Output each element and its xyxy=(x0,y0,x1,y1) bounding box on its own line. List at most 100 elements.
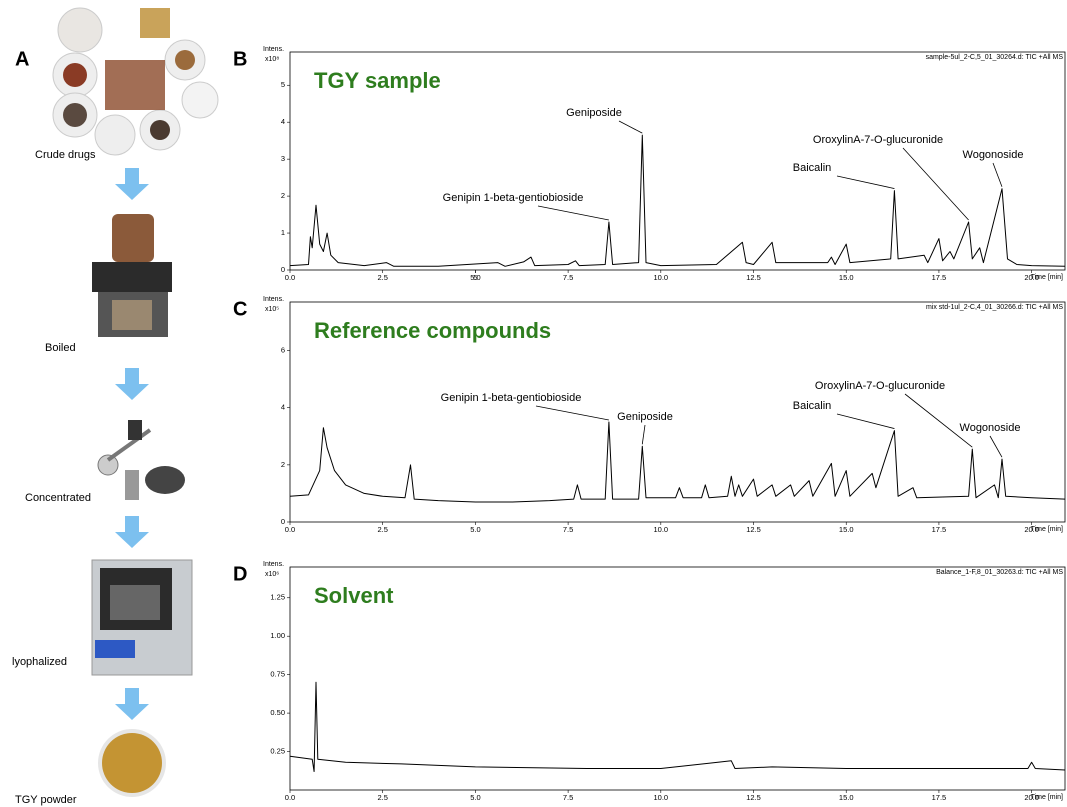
x-tick-label: 5 xyxy=(473,273,477,282)
y-tick-label: 2 xyxy=(281,191,285,200)
y-tick-label: 5 xyxy=(281,80,285,89)
panel-label: B xyxy=(233,48,247,70)
x-tick-label: 5.0 xyxy=(470,793,480,802)
x-tick-label: 10.0 xyxy=(654,525,669,534)
plot-frame xyxy=(289,566,1066,791)
step-label: lyophalized xyxy=(12,656,67,668)
annotation-arrow xyxy=(641,424,646,445)
annotation-arrow xyxy=(836,413,895,429)
x-tick-label: 20.0 xyxy=(1024,525,1039,534)
x-tick-label: 20.0 xyxy=(1024,793,1039,802)
x-tick-label: 2.5 xyxy=(377,273,387,282)
x-tick-label: 7.5 xyxy=(563,273,573,282)
y-tick-label: 0.50 xyxy=(270,708,285,717)
peak-annotation: OroxylinA-7-O-glucuronide xyxy=(813,134,943,146)
y-tick-label: 4 xyxy=(281,117,285,126)
x-tick-label: 7.5 xyxy=(563,793,573,802)
y-tick-label: 1.25 xyxy=(270,593,285,602)
annotation-arrow xyxy=(992,162,1003,187)
x-tick-label: 15.0 xyxy=(839,525,854,534)
chromatogram-line xyxy=(289,421,1066,503)
x-axis-label: Time [min] xyxy=(1031,526,1063,533)
peak-annotation: OroxylinA-7-O-glucuronide xyxy=(815,380,945,392)
annotation-arrow xyxy=(535,405,609,421)
y-axis-unit: x10⁶ xyxy=(265,571,279,578)
y-tick-label: 1.00 xyxy=(270,631,285,640)
step-label: Concentrated xyxy=(25,492,91,504)
x-tick-label: 5.0 xyxy=(470,525,480,534)
x-tick-label: 20.0 xyxy=(1024,273,1039,282)
chart-title: TGY sample xyxy=(314,68,441,93)
x-tick-label: 10.0 xyxy=(654,793,669,802)
y-axis-unit: x10⁵ xyxy=(265,306,279,313)
boiler-image xyxy=(92,214,172,337)
arrow xyxy=(115,368,149,400)
plot-frame xyxy=(289,51,1066,271)
chart-header: mix std-1ul_2-C,4_01_30266.d: TIC +All M… xyxy=(926,304,1063,311)
annotation-arrow xyxy=(989,435,1003,458)
annotation-arrow xyxy=(836,175,895,189)
x-tick-label: 5.0 xyxy=(470,273,480,282)
panel-label: A xyxy=(15,48,29,70)
x-tick-label: 2.5 xyxy=(377,793,387,802)
x-tick-label: 0.0 xyxy=(285,525,295,534)
evaporator-image xyxy=(97,420,185,500)
peak-annotation: Genipin 1-beta-gentiobioside xyxy=(443,192,584,204)
annotation-arrow xyxy=(904,393,973,448)
x-tick-label: 17.5 xyxy=(932,525,947,534)
panel-a-illustrations xyxy=(52,7,219,797)
step-label: TGY powder xyxy=(15,794,77,806)
peak-annotation: Geniposide xyxy=(566,107,622,119)
x-tick-label: 12.5 xyxy=(746,273,761,282)
annotation-arrow xyxy=(537,205,609,221)
peak-annotation: Genipin 1-beta-gentiobioside xyxy=(441,392,582,404)
x-axis-label: Time [min] xyxy=(1031,794,1063,801)
chart-title: Solvent xyxy=(314,583,394,608)
annotation-arrow xyxy=(618,120,643,134)
x-tick-label: 12.5 xyxy=(746,793,761,802)
x-tick-label: 0.0 xyxy=(285,793,295,802)
arrow xyxy=(115,516,149,548)
x-axis-label: Time [min] xyxy=(1031,274,1063,281)
y-tick-label: 0 xyxy=(281,265,285,274)
y-tick-label: 0.75 xyxy=(270,670,285,679)
x-tick-label: 12.5 xyxy=(746,525,761,534)
y-tick-label: 0 xyxy=(281,517,285,526)
x-tick-label: 15.0 xyxy=(839,273,854,282)
step-label: Crude drugs xyxy=(35,149,96,161)
y-axis-unit: x10⁸ xyxy=(265,56,279,63)
chart-title: Reference compounds xyxy=(314,318,551,343)
y-tick-label: 4 xyxy=(281,403,285,412)
panel-label: D xyxy=(233,563,247,585)
chart-header: sample-5ul_2-C,5_01_30264.d: TIC +All MS xyxy=(926,54,1064,61)
plot-frame xyxy=(289,301,1066,523)
y-axis-label: Intens. xyxy=(263,561,284,568)
chromatogram-line xyxy=(289,134,1066,267)
chromatogram-line xyxy=(289,681,1066,772)
x-tick-label: 17.5 xyxy=(932,793,947,802)
arrow xyxy=(115,688,149,720)
y-axis-label: Intens. xyxy=(263,46,284,53)
peak-annotation: Baicalin xyxy=(793,400,832,412)
peak-annotation: Geniposide xyxy=(617,411,673,423)
freeze-dryer-image xyxy=(91,559,193,676)
x-tick-label: 7.5 xyxy=(563,525,573,534)
peak-annotation: Baicalin xyxy=(793,162,832,174)
chart-header: Balance_1-F,8_01_30263.d: TIC +All MS xyxy=(936,569,1063,576)
y-axis-label: Intens. xyxy=(263,296,284,303)
arrow xyxy=(115,168,149,200)
y-tick-label: 6 xyxy=(281,346,285,355)
crude-drugs-image xyxy=(52,7,219,156)
y-tick-label: 1 xyxy=(281,228,285,237)
y-tick-label: 2 xyxy=(281,460,285,469)
powder-image xyxy=(98,729,166,797)
panel-label: C xyxy=(233,298,247,320)
x-tick-label: 10.0 xyxy=(654,273,669,282)
x-tick-label: 15.0 xyxy=(839,793,854,802)
x-tick-label: 2.5 xyxy=(377,525,387,534)
step-label: Boiled xyxy=(45,342,76,354)
annotation-arrow xyxy=(902,147,969,221)
peak-annotation: Wogonoside xyxy=(963,149,1024,161)
peak-annotation: Wogonoside xyxy=(960,422,1021,434)
